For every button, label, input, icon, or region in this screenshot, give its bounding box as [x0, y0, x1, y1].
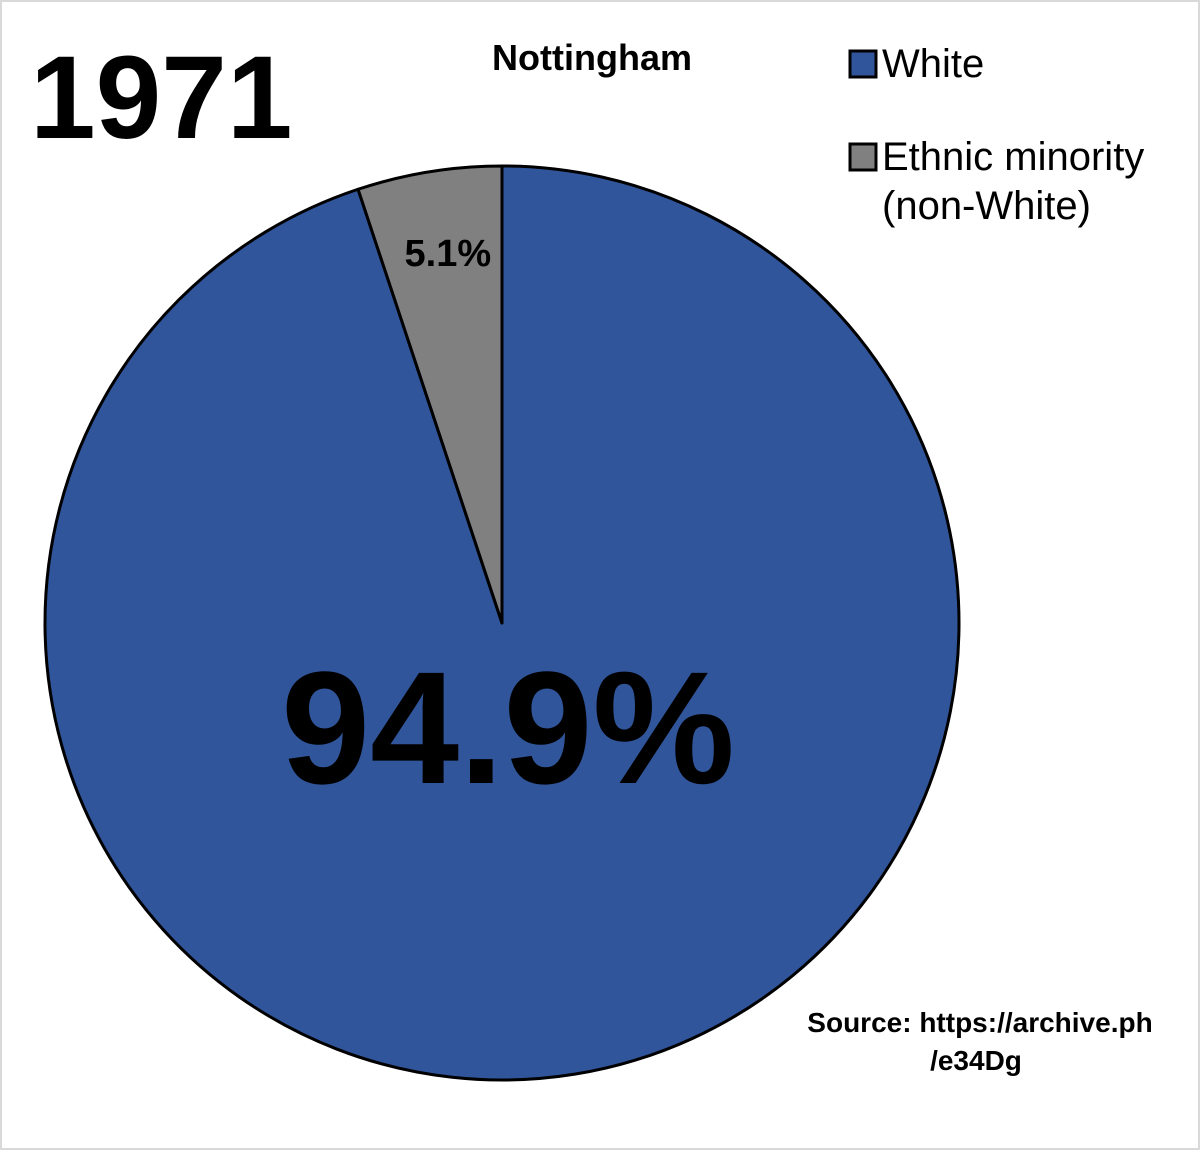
legend-swatch-0: [848, 49, 878, 79]
legend-label-0-0: White: [882, 42, 984, 86]
slice-label-0: 94.9%: [281, 638, 735, 817]
legend-label-1-0: Ethnic minority: [882, 135, 1144, 179]
legend: White Ethnic minority (non-White): [848, 42, 1144, 228]
year-label: 1971: [30, 32, 293, 164]
source-line-2: /e34Dg: [930, 1045, 1022, 1076]
pie-slice-1: [356, 164, 504, 625]
source-line-1: Source: https://archive.ph: [807, 1007, 1152, 1038]
legend-label-1-1: (non-White): [882, 184, 1091, 228]
pie-slice-labels: 94.9% 5.1%: [281, 233, 735, 817]
chart-title: Nottingham: [492, 37, 692, 78]
legend-swatch-1: [848, 142, 878, 172]
pie-slices: [43, 164, 961, 1082]
slice-label-1: 5.1%: [405, 233, 492, 275]
